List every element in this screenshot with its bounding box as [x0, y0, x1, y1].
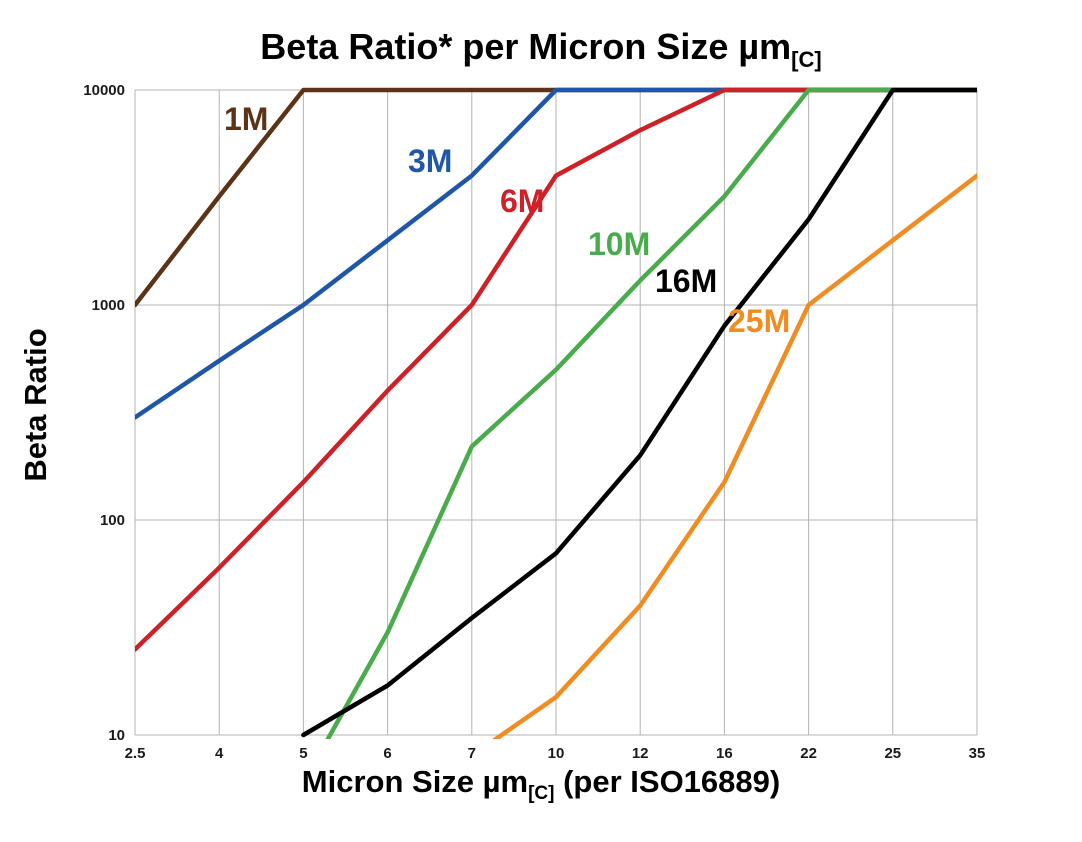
x-axis-label-subscript: [C]	[528, 783, 555, 804]
y-tick-label: 100	[100, 512, 125, 529]
x-tick-label: 10	[548, 745, 565, 762]
x-tick-label: 22	[800, 745, 817, 762]
x-axis-label-main: Micron Size µm	[301, 764, 529, 799]
chart-title: Beta Ratio* per Micron Size µm[C]	[0, 26, 1082, 73]
series-label-6m: 6M	[500, 183, 544, 219]
y-tick-label: 10	[108, 727, 125, 744]
series-label-3m: 3M	[408, 143, 452, 179]
x-tick-label: 4	[215, 745, 224, 762]
series-label-16m: 16M	[655, 263, 717, 299]
x-tick-label: 35	[969, 745, 986, 762]
x-tick-label: 16	[716, 745, 733, 762]
x-tick-label: 5	[299, 745, 307, 762]
series-label-25m: 25M	[728, 303, 790, 339]
chart-title-subscript: [C]	[791, 47, 822, 72]
x-tick-label: 2.5	[125, 745, 146, 762]
series-line-25m	[491, 173, 977, 739]
x-tick-label: 6	[383, 745, 391, 762]
x-axis-label: Micron Size µm[C] (per ISO16889)	[0, 764, 1082, 805]
chart-title-main: Beta Ratio* per Micron Size µm	[260, 26, 792, 67]
series-line-10m	[325, 87, 977, 739]
y-tick-label: 1000	[92, 297, 125, 314]
x-axis-label-post: (per ISO16889)	[554, 764, 781, 799]
x-tick-label: 7	[468, 745, 476, 762]
series-label-10m: 10M	[588, 226, 650, 262]
series-label-1m: 1M	[224, 101, 268, 137]
x-tick-label: 25	[884, 745, 901, 762]
x-tick-label: 12	[632, 745, 649, 762]
y-tick-label: 10000	[83, 82, 125, 99]
series-line-16m	[301, 87, 977, 738]
